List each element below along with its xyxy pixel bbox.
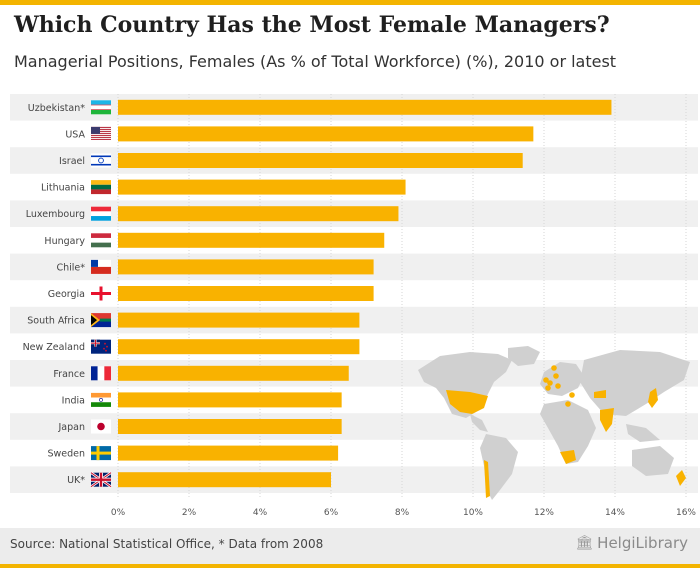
- georgia-flag-icon: [91, 286, 111, 301]
- category-label: New Zealand: [23, 342, 85, 353]
- north-america-shape: [418, 352, 512, 418]
- x-tick-label: 12%: [534, 508, 554, 518]
- category-label: Chile*: [56, 262, 85, 273]
- bar: [118, 259, 374, 275]
- category-label: Hungary: [44, 236, 85, 247]
- building-icon: 🏛: [575, 535, 594, 551]
- south-america-shape: [480, 434, 518, 500]
- asia-shape: [580, 350, 690, 416]
- uk-highlight: [543, 377, 549, 383]
- category-label: Japan: [58, 422, 86, 433]
- sweden-flag-icon: [91, 446, 111, 461]
- top-accent-strip: [0, 0, 700, 5]
- bar: [118, 365, 349, 381]
- australia-shape: [632, 446, 674, 476]
- uk-flag-icon: [90, 471, 112, 488]
- uzbekistan-flag-icon: [91, 100, 111, 115]
- world-map: [418, 346, 690, 500]
- category-label: Uzbekistan*: [28, 103, 85, 114]
- sweden-highlight: [551, 365, 557, 371]
- new-zealand-highlight: [676, 470, 686, 486]
- bar: [118, 392, 342, 408]
- africa-shape: [540, 400, 596, 464]
- source-note: Source: National Statistical Office, * D…: [10, 537, 324, 551]
- footer-bar: [0, 528, 700, 564]
- x-tick-label: 16%: [676, 508, 696, 518]
- usa-highlight: [446, 390, 488, 414]
- uzbekistan-highlight: [594, 390, 606, 398]
- usa-flag-icon: [91, 126, 111, 141]
- x-tick-label: 8%: [395, 508, 410, 518]
- central-america-shape: [470, 414, 488, 432]
- israel-highlight: [565, 401, 571, 407]
- category-label: USA: [65, 129, 85, 140]
- row-stripe: [10, 466, 698, 493]
- israel-flag-icon: [91, 153, 111, 168]
- bar: [118, 179, 406, 195]
- logo-text: HelgiLibrary: [597, 534, 688, 552]
- x-tick-label: 6%: [324, 508, 339, 518]
- india-highlight: [600, 408, 614, 432]
- x-tick-label: 2%: [182, 508, 197, 518]
- bar: [118, 312, 360, 328]
- south-africa-flag-icon: [91, 313, 111, 328]
- chile-highlight: [484, 460, 490, 498]
- bar: [118, 99, 612, 115]
- japan-flag-icon: [91, 419, 111, 434]
- chile-flag-icon: [91, 259, 111, 274]
- footer-accent-strip: [0, 564, 700, 568]
- france-highlight: [545, 385, 551, 391]
- south-africa-highlight: [560, 450, 576, 464]
- luxembourg-highlight: [547, 380, 553, 386]
- bar: [118, 286, 374, 301]
- bar: [118, 206, 399, 222]
- chart-title: Which Country Has the Most Female Manage…: [14, 12, 610, 38]
- category-label: Luxembourg: [26, 209, 85, 220]
- europe-shape: [540, 362, 584, 396]
- category-label: Georgia: [48, 289, 85, 300]
- japan-highlight: [648, 388, 658, 408]
- bar: [118, 472, 331, 488]
- france-flag-icon: [91, 366, 111, 381]
- x-tick-label: 4%: [253, 508, 268, 518]
- bar: [118, 419, 342, 434]
- category-label: South Africa: [27, 316, 85, 327]
- southeast-asia-shape: [626, 424, 660, 442]
- lithuania-highlight: [553, 373, 559, 379]
- hungary-flag-icon: [91, 233, 111, 248]
- category-label: UK*: [67, 475, 85, 486]
- new-zealand-flag-icon: [91, 339, 111, 354]
- category-label: France: [53, 369, 85, 380]
- greenland-shape: [508, 346, 540, 366]
- chart-subtitle: Managerial Positions, Females (As % of T…: [14, 52, 617, 71]
- x-tick-label: 0%: [111, 508, 126, 518]
- category-label: Lithuania: [41, 183, 85, 194]
- hungary-highlight: [555, 383, 561, 389]
- x-tick-label: 14%: [605, 508, 625, 518]
- x-tick-label: 10%: [463, 508, 483, 518]
- bar: [118, 126, 534, 142]
- bar: [118, 339, 360, 355]
- india-flag-icon: [91, 392, 111, 407]
- bar: [118, 232, 385, 248]
- bar: [118, 445, 339, 461]
- category-label: Sweden: [47, 449, 85, 460]
- lithuania-flag-icon: [91, 180, 111, 195]
- bar: [118, 153, 523, 168]
- helgilibrary-logo[interactable]: 🏛 HelgiLibrary: [575, 534, 688, 552]
- category-label: Israel: [59, 156, 85, 167]
- bar-chart: Uzbekistan* USA Israel Lithuania Luxembourg H…: [10, 94, 698, 518]
- luxembourg-flag-icon: [91, 206, 111, 221]
- georgia-highlight: [569, 392, 575, 398]
- category-label: India: [62, 395, 85, 406]
